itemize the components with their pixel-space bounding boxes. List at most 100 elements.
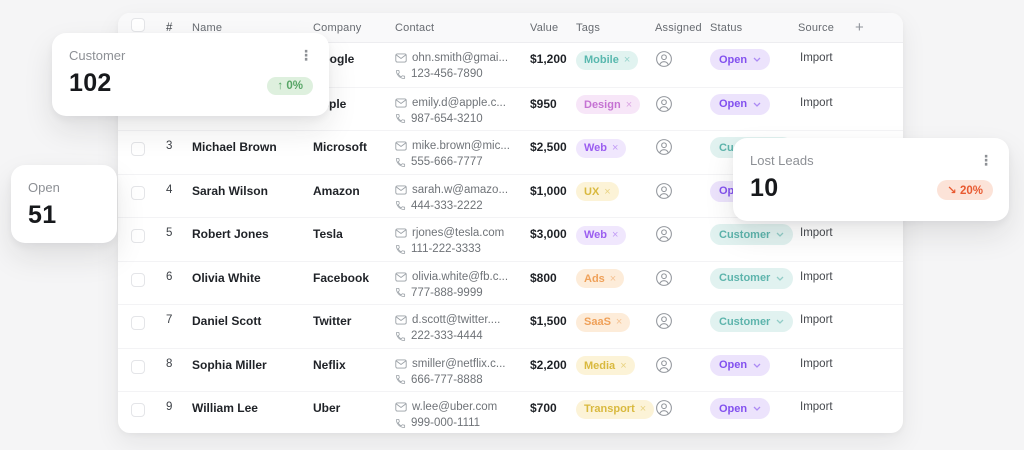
col-header-status: Status bbox=[710, 21, 743, 34]
phone-icon bbox=[395, 157, 406, 168]
assignee-avatar-icon[interactable] bbox=[655, 312, 673, 330]
tag-badge[interactable]: Ads × bbox=[576, 269, 625, 288]
assignee-avatar-icon[interactable] bbox=[655, 399, 673, 417]
name-cell: Olivia White bbox=[192, 270, 261, 285]
assignee-avatar-icon[interactable] bbox=[655, 95, 673, 113]
contact-cell: rjones@tesla.com 111-222-3333 bbox=[395, 218, 530, 261]
assignee-avatar-icon[interactable] bbox=[655, 225, 673, 243]
mail-icon bbox=[395, 141, 407, 151]
phone-icon bbox=[395, 200, 406, 211]
status-badge[interactable]: Open bbox=[710, 398, 771, 419]
status-label: Customer bbox=[719, 272, 771, 284]
tag-remove-icon[interactable]: × bbox=[620, 359, 627, 372]
contact-cell: emily.d@apple.c... 987-654-3210 bbox=[395, 88, 530, 131]
status-badge[interactable]: Customer bbox=[710, 224, 794, 245]
email-text: d.scott@twitter.... bbox=[412, 314, 501, 326]
name-cell: Sarah Wilson bbox=[192, 183, 268, 198]
tag-badge[interactable]: UX × bbox=[576, 182, 619, 201]
row-checkbox[interactable] bbox=[131, 272, 145, 287]
company-cell: Facebook bbox=[313, 270, 370, 285]
lost-leads-stat-card: Lost Leads ⋮ 10 ↘ 20% bbox=[733, 138, 1009, 221]
trend-percent: 0% bbox=[286, 80, 303, 92]
contact-cell: d.scott@twitter.... 222-333-4444 bbox=[395, 305, 530, 348]
status-label: Open bbox=[719, 359, 748, 371]
mail-icon bbox=[395, 271, 407, 282]
tag-remove-icon[interactable]: × bbox=[623, 54, 631, 66]
source-cell: Import bbox=[800, 357, 833, 370]
status-label: Customer bbox=[719, 228, 771, 241]
email-text: w.lee@uber.com bbox=[412, 401, 498, 413]
source-cell: Import bbox=[800, 96, 833, 109]
tag-remove-icon[interactable]: × bbox=[612, 142, 619, 154]
tag-label: Design bbox=[584, 98, 621, 111]
name-cell: Robert Jones bbox=[192, 227, 269, 241]
trend-percent: 20% bbox=[959, 185, 983, 197]
kebab-menu-icon[interactable]: ⋮ bbox=[299, 47, 313, 63]
trend-up-badge: ↑ 0% bbox=[267, 77, 313, 95]
source-cell: Import bbox=[800, 52, 833, 64]
row-checkbox[interactable] bbox=[131, 316, 145, 330]
value-cell: $950 bbox=[530, 96, 557, 111]
status-badge[interactable]: Open bbox=[710, 93, 771, 115]
tag-badge[interactable]: Design × bbox=[576, 95, 641, 114]
tag-remove-icon[interactable]: × bbox=[604, 185, 611, 198]
status-badge[interactable]: Customer bbox=[710, 311, 794, 332]
row-checkbox[interactable] bbox=[131, 359, 145, 374]
tag-label: Web bbox=[584, 142, 608, 154]
tag-remove-icon[interactable]: × bbox=[625, 98, 633, 111]
row-checkbox[interactable] bbox=[131, 229, 145, 243]
table-row[interactable]: 6 Olivia White Facebook olivia.white@fb.… bbox=[118, 260, 903, 305]
tag-badge[interactable]: SaaS × bbox=[576, 312, 631, 332]
table-row[interactable]: 8 Sophia Miller Neflix smiller@netflix.c… bbox=[118, 347, 903, 392]
assignee-avatar-icon[interactable] bbox=[655, 50, 673, 68]
assignee-avatar-icon[interactable] bbox=[655, 269, 673, 287]
tag-badge[interactable]: Web × bbox=[576, 138, 627, 158]
status-label: Open bbox=[719, 53, 748, 66]
assignee-avatar-icon[interactable] bbox=[655, 356, 673, 374]
kebab-menu-icon[interactable]: ⋮ bbox=[979, 152, 993, 168]
status-badge[interactable]: Open bbox=[710, 354, 771, 376]
mail-icon bbox=[395, 402, 407, 412]
value-cell: $2,200 bbox=[530, 357, 567, 372]
row-checkbox[interactable] bbox=[131, 185, 145, 200]
contact-cell: ohn.smith@gmai... 123-456-7890 bbox=[395, 43, 530, 87]
table-row[interactable]: 5 Robert Jones Tesla rjones@tesla.com 11… bbox=[118, 217, 903, 261]
tag-remove-icon[interactable]: × bbox=[609, 272, 617, 285]
phone-text: 444-333-2222 bbox=[411, 199, 483, 212]
contact-cell: w.lee@uber.com 999-000-1111 bbox=[395, 392, 530, 435]
table-row[interactable]: 7 Daniel Scott Twitter d.scott@twitter..… bbox=[118, 304, 903, 348]
email-text: olivia.white@fb.c... bbox=[412, 270, 509, 283]
phone-text: 123-456-7890 bbox=[411, 68, 483, 80]
tag-label: UX bbox=[584, 185, 600, 198]
table-row[interactable]: 9 William Lee Uber w.lee@uber.com 999-00… bbox=[118, 391, 903, 435]
mail-icon bbox=[395, 228, 407, 238]
source-cell: Import bbox=[800, 227, 833, 239]
tag-badge[interactable]: Mobile × bbox=[576, 50, 639, 70]
tag-label: Transport bbox=[584, 403, 635, 415]
trend-down-badge: ↘ 20% bbox=[937, 180, 993, 200]
tag-remove-icon[interactable]: × bbox=[612, 229, 619, 241]
status-badge[interactable]: Open bbox=[710, 49, 771, 70]
assignee-avatar-icon[interactable] bbox=[655, 182, 673, 200]
status-label: Open bbox=[719, 98, 748, 110]
assignee-avatar-icon[interactable] bbox=[655, 138, 673, 156]
select-all-checkbox[interactable] bbox=[131, 18, 145, 32]
row-checkbox[interactable] bbox=[131, 403, 145, 417]
tag-badge[interactable]: Web × bbox=[576, 225, 627, 245]
contact-cell: olivia.white@fb.c... 777-888-9999 bbox=[395, 262, 530, 305]
tag-badge[interactable]: Media × bbox=[576, 356, 635, 375]
row-checkbox[interactable] bbox=[131, 142, 145, 156]
row-number: 9 bbox=[166, 401, 173, 413]
tag-remove-icon[interactable]: × bbox=[639, 403, 647, 415]
phone-icon bbox=[395, 287, 406, 298]
col-header-name: Name bbox=[192, 21, 223, 34]
col-header-assigned: Assigned bbox=[655, 21, 702, 34]
tag-badge[interactable]: Transport × bbox=[576, 399, 655, 419]
phone-icon bbox=[395, 418, 406, 429]
card-value: 10 bbox=[750, 174, 779, 202]
tag-remove-icon[interactable]: × bbox=[615, 316, 623, 328]
status-badge[interactable]: Customer bbox=[710, 267, 794, 289]
card-title: Lost Leads bbox=[750, 153, 814, 168]
add-column-button[interactable]: + bbox=[855, 19, 864, 36]
